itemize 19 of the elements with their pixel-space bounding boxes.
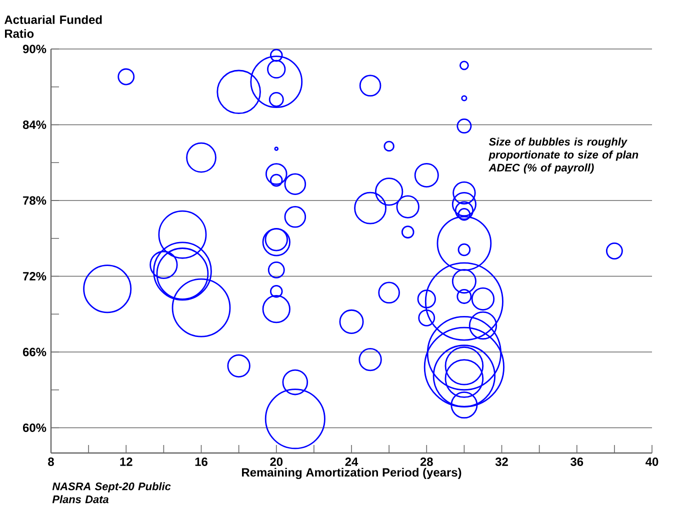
y-tick-label: 66%	[22, 348, 46, 356]
y-tick-label: 60%	[22, 424, 46, 432]
text: NASRA Sept-20 Public Plans Data	[52, 482, 171, 504]
x-tick-label: 32	[495, 458, 508, 466]
x-tick-label: 28	[420, 458, 433, 466]
annotation: Size of bubbles is roughly proportionate to size of plan ADEC (% of payroll)	[488, 138, 638, 174]
x-tick-label: 36	[570, 458, 584, 466]
x-tick-label: 20	[270, 458, 283, 466]
y-axis-title: Actuarial Funded Ratio	[4, 15, 102, 38]
y-tick-label: 72%	[23, 272, 46, 280]
x-tick-label: 24	[345, 458, 358, 466]
x-tick-label: 12	[120, 458, 132, 466]
x-tick-label: 8	[48, 458, 54, 466]
y-tick-label: 90%	[22, 44, 46, 54]
x-tick-label: 16	[195, 458, 208, 466]
x-axis-title: Remaining Amortization Period (years)	[242, 468, 462, 480]
y-tick-label: 84%	[22, 120, 46, 129]
x-tick-label: 40	[646, 458, 658, 466]
y-tick-label: 78%	[23, 196, 46, 205]
